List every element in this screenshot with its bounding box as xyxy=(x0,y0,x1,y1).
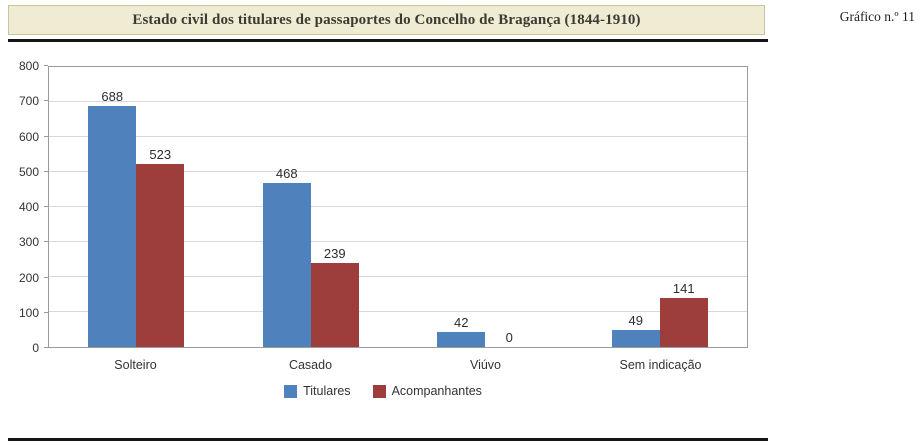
y-tick-mark xyxy=(44,135,48,137)
y-tick-mark xyxy=(44,311,48,313)
y-tick-mark xyxy=(44,241,48,243)
legend-item-acompanhantes: Acompanhantes xyxy=(372,384,482,398)
bar-column: 49 xyxy=(611,67,660,347)
bar-titulares xyxy=(262,183,311,347)
legend-swatch xyxy=(372,384,386,398)
bar-column: 468 xyxy=(262,67,311,347)
bar-column: 141 xyxy=(659,67,708,347)
legend: Titulares Acompanhantes xyxy=(10,384,756,398)
gridline xyxy=(49,311,747,312)
x-axis-label: Solteiro xyxy=(114,358,157,372)
bar-group-casado: 468 239 xyxy=(224,67,399,347)
bar-acompanhantes xyxy=(136,163,185,347)
chart-title-box: Estado civil dos titulares de passaporte… xyxy=(8,5,765,35)
gridline xyxy=(49,101,747,102)
bar-value-label: 49 xyxy=(628,312,643,328)
gridline xyxy=(49,206,747,207)
bar-value-label: 523 xyxy=(149,146,172,162)
y-tick-mark xyxy=(44,206,48,207)
y-tick-label: 200 xyxy=(18,270,39,285)
bar-value-label: 468 xyxy=(275,166,298,182)
bar-value-label: 141 xyxy=(672,280,695,296)
bar-group-solteiro: 688 523 xyxy=(49,67,224,347)
y-tick-label: 0 xyxy=(32,341,39,355)
x-axis-label: Casado xyxy=(288,358,333,372)
bar-value-label: 0 xyxy=(505,330,513,345)
bottom-divider-rule xyxy=(8,438,768,441)
y-tick-label: 400 xyxy=(18,200,39,214)
legend-swatch xyxy=(284,384,298,398)
figure-number-label: Gráfico n.º 11 xyxy=(839,9,915,24)
gridline xyxy=(49,171,747,172)
top-divider-rule xyxy=(8,39,768,42)
legend-item-titulares: Titulares xyxy=(284,384,351,398)
legend-label: Acompanhantes xyxy=(391,384,482,398)
x-axis-labels: Solteiro Casado Viúvo Sem indicação xyxy=(48,348,748,372)
bar-group-sem-indicação: 49 141 xyxy=(573,67,748,347)
y-tick-mark xyxy=(44,347,48,348)
bar-titulares xyxy=(437,332,486,347)
bar-groups: 688 523 468 239 42 0 49 141 xyxy=(49,67,747,347)
bar-value-label: 688 xyxy=(101,89,124,105)
y-tick-label: 700 xyxy=(18,94,39,109)
bar-column: 42 xyxy=(437,67,486,347)
bar-titulares xyxy=(88,106,137,347)
plot-area: 688 523 468 239 42 0 49 141 xyxy=(48,66,748,348)
bar-value-label: 239 xyxy=(323,246,346,262)
y-tick-label: 100 xyxy=(18,305,39,320)
x-axis-label: Sem indicação xyxy=(619,358,702,372)
y-tick-mark xyxy=(44,100,48,102)
gridline xyxy=(49,136,747,137)
gridline xyxy=(49,276,747,277)
bar-acompanhantes xyxy=(659,297,708,347)
chart-title: Estado civil dos titulares de passaporte… xyxy=(132,11,641,28)
x-axis-label: Viúvo xyxy=(469,358,502,372)
bar-group-viúvo: 42 0 xyxy=(398,67,573,347)
header: Estado civil dos titulares de passaporte… xyxy=(0,0,921,35)
plot-row: 0 100 200 300 400 500 600 700 800 688 523 468 239 42… xyxy=(10,60,756,354)
bar-column: 239 xyxy=(310,67,359,347)
y-tick-label: 600 xyxy=(18,129,39,144)
bar-column: 688 xyxy=(88,67,137,347)
bar-value-label: 42 xyxy=(454,315,469,331)
legend-label: Titulares xyxy=(303,384,351,398)
bar-column: 0 xyxy=(485,67,533,347)
y-axis: 0 100 200 300 400 500 600 700 800 xyxy=(10,60,48,354)
bar-acompanhantes xyxy=(310,263,359,347)
bar-column: 523 xyxy=(136,67,185,347)
y-tick-label: 800 xyxy=(18,59,39,73)
bar-chart: 0 100 200 300 400 500 600 700 800 688 523 468 239 42… xyxy=(10,60,756,398)
y-tick-label: 300 xyxy=(18,235,39,250)
y-tick-mark xyxy=(44,170,48,172)
y-tick-mark xyxy=(44,276,48,278)
gridline xyxy=(49,241,747,242)
y-tick-mark xyxy=(44,65,48,66)
y-tick-label: 500 xyxy=(18,164,39,179)
bar-titulares xyxy=(611,329,660,347)
